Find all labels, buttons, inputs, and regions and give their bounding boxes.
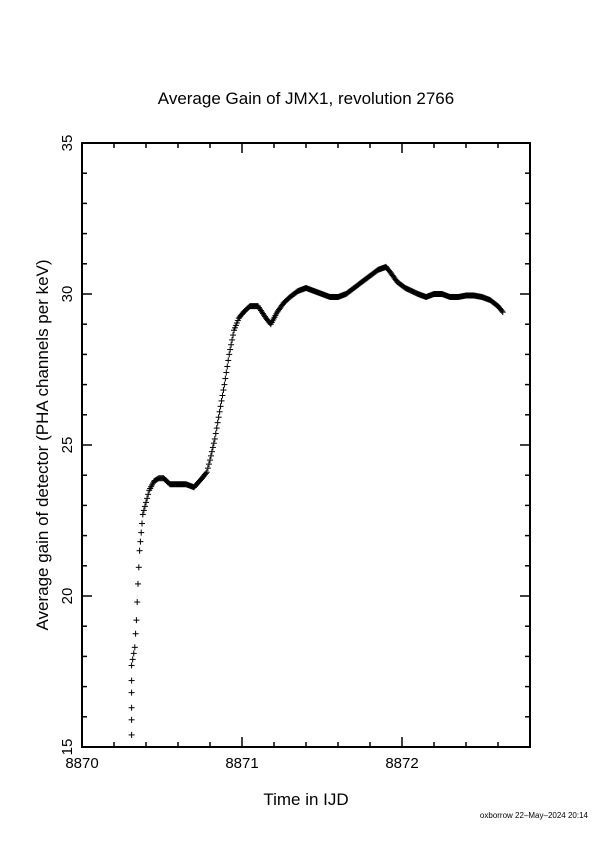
data-points bbox=[128, 263, 506, 738]
data-point bbox=[139, 511, 146, 518]
data-point bbox=[136, 547, 143, 554]
data-point bbox=[214, 419, 221, 426]
data-point bbox=[226, 351, 233, 358]
data-point bbox=[128, 689, 135, 696]
data-point bbox=[128, 677, 135, 684]
data-point bbox=[498, 307, 505, 314]
data-point bbox=[135, 580, 141, 587]
data-point bbox=[131, 644, 138, 651]
data-point bbox=[128, 662, 135, 669]
data-point bbox=[224, 363, 231, 370]
y-tick-label: 25 bbox=[59, 437, 76, 454]
y-tick-label: 35 bbox=[59, 135, 76, 152]
data-point bbox=[215, 414, 222, 421]
data-point bbox=[132, 630, 139, 637]
data-point bbox=[128, 716, 135, 723]
data-point bbox=[134, 599, 141, 606]
data-point bbox=[217, 403, 224, 410]
data-point bbox=[130, 650, 137, 657]
data-point bbox=[143, 499, 149, 506]
data-point bbox=[212, 430, 219, 437]
data-point bbox=[228, 341, 235, 348]
data-point bbox=[129, 656, 136, 663]
data-point bbox=[216, 408, 223, 415]
data-point bbox=[213, 425, 220, 432]
data-point bbox=[209, 444, 216, 451]
data-point bbox=[202, 470, 209, 477]
x-tick-label: 8871 bbox=[225, 755, 258, 772]
x-axis-label: Time in IJD bbox=[263, 790, 348, 809]
data-point bbox=[135, 564, 142, 571]
data-point bbox=[205, 461, 212, 468]
data-point bbox=[207, 452, 214, 459]
data-point bbox=[210, 440, 217, 447]
data-point bbox=[227, 346, 234, 353]
data-point bbox=[223, 369, 230, 376]
data-point bbox=[144, 495, 151, 502]
data-point bbox=[204, 465, 211, 472]
x-tick-label: 8872 bbox=[385, 755, 418, 772]
plot-frame bbox=[81, 142, 531, 748]
data-point bbox=[230, 332, 237, 339]
data-point bbox=[225, 357, 232, 364]
data-point bbox=[218, 397, 225, 404]
axis-ticks bbox=[81, 142, 531, 748]
data-point bbox=[141, 503, 148, 510]
chart-title: Average Gain of JMX1, revolution 2766 bbox=[158, 89, 454, 108]
data-point bbox=[220, 387, 227, 394]
data-point bbox=[211, 435, 218, 442]
y-tick-label: 20 bbox=[59, 588, 76, 605]
data-point bbox=[219, 392, 226, 399]
data-point bbox=[499, 309, 506, 316]
data-point bbox=[133, 617, 140, 624]
footer-text: oxborrow 22–May–2024 20:14 bbox=[480, 811, 589, 820]
x-tick-label: 8870 bbox=[65, 755, 98, 772]
data-point bbox=[138, 529, 145, 536]
data-point bbox=[128, 704, 135, 711]
data-point bbox=[207, 457, 213, 464]
data-point bbox=[222, 375, 229, 382]
data-point bbox=[140, 507, 147, 514]
y-axis-label: Average gain of detector (PHA channels p… bbox=[33, 259, 52, 630]
y-tick-label: 30 bbox=[59, 286, 76, 303]
data-point bbox=[128, 731, 135, 738]
data-point bbox=[229, 336, 236, 343]
data-point bbox=[137, 538, 144, 545]
y-tick-label: 15 bbox=[59, 739, 76, 756]
data-point bbox=[208, 448, 215, 455]
data-point bbox=[203, 469, 210, 476]
data-point bbox=[139, 520, 145, 527]
tick-labels: 15 20 25 30 35 8870 8871 8872 bbox=[59, 135, 419, 772]
data-point bbox=[145, 491, 152, 498]
data-point bbox=[221, 381, 228, 388]
